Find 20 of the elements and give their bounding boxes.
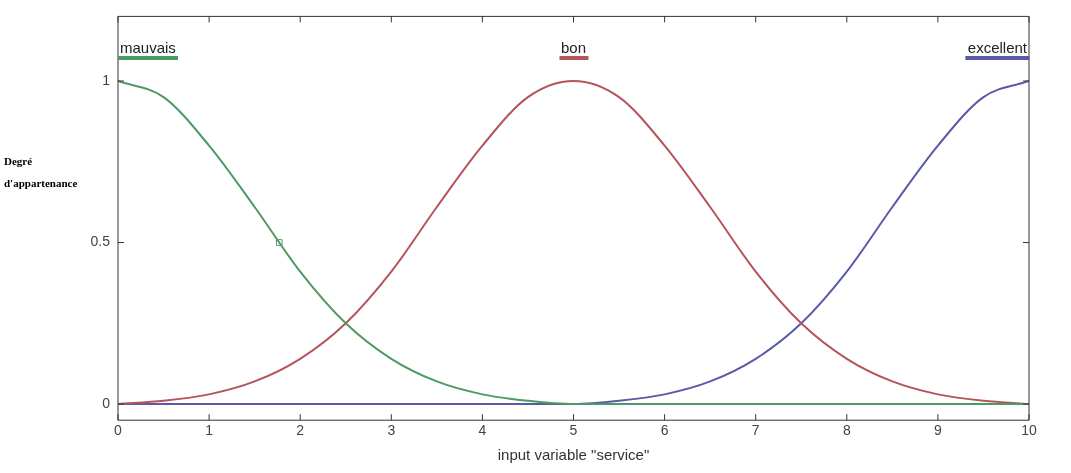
series-label: mauvais (117, 39, 178, 61)
x-axis-title: input variable "service" (497, 446, 650, 464)
y-tick-label: 1 (102, 71, 111, 88)
x-tick-label: 9 (934, 422, 942, 439)
series-label: bon (558, 39, 589, 61)
y-tick-label: 0.5 (90, 233, 111, 250)
series-label: excellent (965, 39, 1029, 61)
x-tick-label: 6 (660, 422, 669, 439)
x-tick-label: 3 (387, 422, 396, 439)
y-axis-title: Degré d'appartenance (4, 154, 78, 191)
x-tick-label: 4 (478, 422, 487, 439)
line-series (118, 80, 1029, 406)
x-tick-label: 5 (569, 422, 578, 439)
x-tick-label: 1 (205, 422, 214, 439)
x-tick-label: 8 (842, 422, 851, 439)
x-tick-label: 0 (114, 422, 123, 439)
x-tick-label: 7 (751, 422, 760, 439)
x-tick-label: 10 (1021, 422, 1037, 439)
x-tick-label: 2 (296, 422, 305, 439)
y-tick-label: 0 (102, 394, 111, 411)
